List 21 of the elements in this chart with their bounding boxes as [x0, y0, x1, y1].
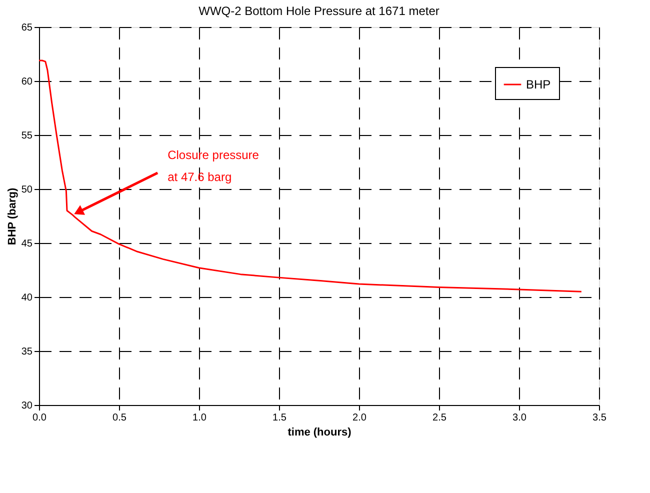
y-tick-label: 40	[21, 292, 33, 304]
x-tick-label: 0.5	[112, 412, 127, 424]
x-axis-title: time (hours)	[288, 426, 352, 438]
chart-title: WWQ-2 Bottom Hole Pressure at 1671 meter	[198, 4, 440, 18]
y-tick-label: 30	[21, 400, 33, 412]
x-tick-label: 1.5	[272, 412, 287, 424]
y-tick-label: 60	[21, 76, 33, 88]
y-tick-label: 55	[21, 130, 33, 142]
y-tick-label: 45	[21, 238, 33, 250]
legend-label: BHP	[526, 78, 551, 92]
x-tick-label: 0.0	[32, 412, 47, 424]
x-tick-label: 2.0	[352, 412, 367, 424]
x-tick-label: 1.0	[192, 412, 207, 424]
x-tick-label: 2.5	[432, 412, 447, 424]
x-tick-label: 3.5	[592, 412, 607, 424]
x-tick-label: 3.0	[512, 412, 527, 424]
line-series	[38, 60, 582, 292]
y-tick-label: 50	[21, 184, 33, 196]
y-axis-title: BHP (barg)	[6, 188, 18, 246]
y-tick-label: 65	[21, 22, 33, 34]
y-tick-label: 35	[21, 346, 33, 358]
